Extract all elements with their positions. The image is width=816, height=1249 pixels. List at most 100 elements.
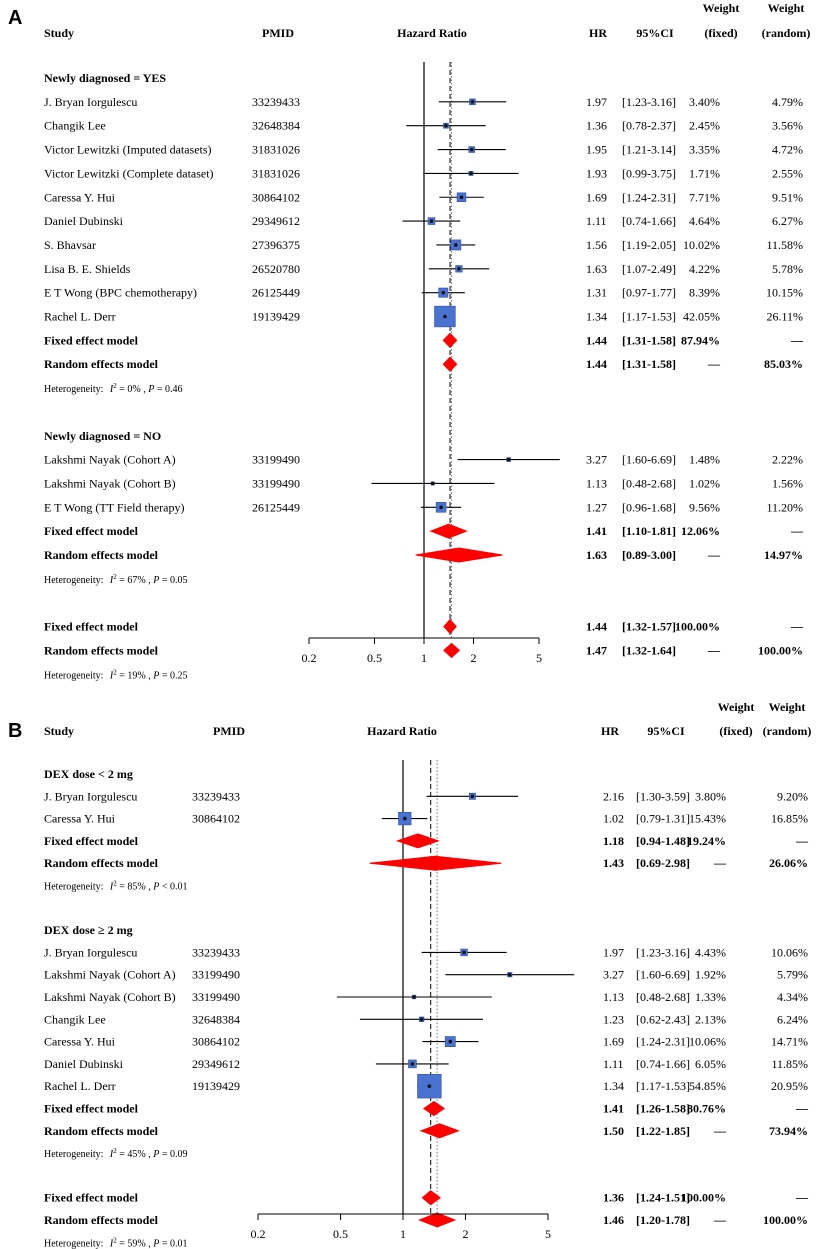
study-weight-fixed: 1.92% bbox=[695, 968, 726, 982]
study-name: Changik Lee bbox=[44, 119, 106, 133]
pooled-model-label: Fixed effect model bbox=[44, 834, 139, 848]
study-ci: [1.19-2.05] bbox=[622, 238, 676, 252]
x-tick-label: 0.2 bbox=[302, 651, 317, 665]
study-hr: 1.93 bbox=[586, 166, 607, 180]
panel-letter: A bbox=[8, 7, 22, 29]
pooled-ci: [1.24-1.51] bbox=[636, 1191, 690, 1205]
p-symbol: P bbox=[152, 575, 159, 586]
study-pmid: 33239433 bbox=[192, 789, 240, 803]
pooled-hr: 1.63 bbox=[586, 548, 607, 562]
heterogeneity-prefix: Heterogeneity: bbox=[44, 670, 106, 681]
point-estimate bbox=[429, 219, 434, 223]
i2-symbol: I bbox=[109, 670, 114, 681]
study-pmid: 19139429 bbox=[192, 1079, 240, 1093]
study-ci: [0.74-1.66] bbox=[622, 214, 676, 228]
header-95ci: 95%CI bbox=[647, 724, 685, 738]
pooled-weight-random: 100.00% bbox=[758, 643, 803, 657]
subgroup-label: Newly diagnosed = YES bbox=[44, 71, 166, 85]
pooled-ci: [0.89-3.00] bbox=[622, 548, 676, 562]
i2-value: = 45% , bbox=[117, 1149, 153, 1160]
study-weight-fixed: 3.40% bbox=[689, 95, 720, 109]
point-estimate bbox=[507, 972, 512, 977]
i2-value: = 19% , bbox=[117, 670, 153, 681]
pooled-diamond bbox=[418, 1212, 457, 1228]
pooled-hr: 1.44 bbox=[586, 620, 607, 634]
heterogeneity-prefix: Heterogeneity: bbox=[44, 1149, 106, 1160]
pooled-diamond bbox=[415, 547, 503, 563]
study-weight-random: 11.20% bbox=[766, 500, 803, 514]
pooled-hr: 1.50 bbox=[603, 1124, 624, 1138]
study-weight-fixed: 1.33% bbox=[695, 990, 726, 1004]
study-weight-fixed: 42.05% bbox=[683, 310, 720, 324]
study-pmid: 30864102 bbox=[192, 812, 240, 826]
pooled-ci: [1.20-1.78] bbox=[636, 1213, 690, 1227]
x-tick-label: 5 bbox=[545, 1227, 551, 1241]
pooled-diamond bbox=[421, 1190, 441, 1206]
study-weight-fixed: 15.43% bbox=[689, 812, 726, 826]
pooled-ci: [1.31-1.58] bbox=[622, 333, 676, 347]
study-hr: 1.23 bbox=[603, 1012, 624, 1026]
study-weight-fixed: 2.13% bbox=[695, 1012, 726, 1026]
study-hr: 1.11 bbox=[603, 1057, 624, 1071]
study-weight-random: 2.22% bbox=[772, 453, 803, 467]
heterogeneity-note: Heterogeneity: I2 = 19% , P = 0.25 bbox=[44, 668, 188, 681]
heterogeneity-note: Heterogeneity: I2 = 45% , P = 0.09 bbox=[44, 1147, 188, 1160]
panel-letter: B bbox=[8, 720, 22, 742]
p-value: = 0.09 bbox=[159, 1149, 187, 1160]
study-pmid: 33239433 bbox=[252, 95, 300, 109]
study-pmid: 30864102 bbox=[252, 190, 300, 204]
x-tick-label: 1 bbox=[421, 651, 427, 665]
pooled-hr: 1.43 bbox=[603, 856, 624, 870]
study-name: Caressa Y. Hui bbox=[44, 812, 116, 826]
i2-value: = 0% , bbox=[117, 384, 148, 395]
study-weight-random: 16.85% bbox=[771, 812, 808, 826]
i2-superscript: 2 bbox=[113, 668, 117, 676]
p-value: = 0.01 bbox=[159, 1238, 187, 1249]
study-weight-fixed: 6.05% bbox=[695, 1057, 726, 1071]
study-hr: 1.56 bbox=[586, 238, 607, 252]
x-tick-label: 1 bbox=[400, 1227, 406, 1241]
study-hr: 3.27 bbox=[586, 453, 607, 467]
pooled-weight-fixed: — bbox=[707, 548, 721, 562]
pooled-model-label: Fixed effect model bbox=[44, 333, 139, 347]
study-pmid: 33239433 bbox=[192, 945, 240, 959]
study-weight-random: 26.11% bbox=[766, 310, 803, 324]
pooled-diamond bbox=[422, 1100, 446, 1117]
study-ci: [1.17-1.53] bbox=[636, 1079, 690, 1093]
study-name: Lakshmi Nayak (Cohort A) bbox=[44, 453, 176, 467]
pooled-ci: [0.69-2.98] bbox=[636, 856, 690, 870]
subgroup-label: DEX dose < 2 mg bbox=[44, 767, 133, 781]
header-95ci: 95%CI bbox=[636, 26, 674, 40]
point-estimate bbox=[419, 1017, 424, 1022]
pooled-diamond bbox=[429, 523, 468, 539]
study-pmid: 19139429 bbox=[252, 310, 300, 324]
header-weight-random-sub: (random) bbox=[762, 26, 811, 40]
pooled-diamond bbox=[369, 855, 502, 871]
i2-symbol: I bbox=[109, 1238, 114, 1249]
study-weight-fixed: 3.80% bbox=[695, 789, 726, 803]
pooled-weight-fixed: 100.00% bbox=[675, 620, 720, 634]
pooled-diamond bbox=[442, 332, 458, 349]
pooled-ci: [1.22-1.85] bbox=[636, 1124, 690, 1138]
p-value: = 0.25 bbox=[159, 670, 187, 681]
study-weight-random: 9.51% bbox=[772, 190, 803, 204]
x-tick-label: 0.5 bbox=[333, 1227, 348, 1241]
study-ci: [1.23-3.16] bbox=[622, 95, 676, 109]
study-weight-fixed: 1.02% bbox=[689, 476, 720, 490]
header-hazard-ratio: Hazard Ratio bbox=[367, 724, 437, 738]
pooled-weight-random: 85.03% bbox=[764, 357, 803, 371]
study-hr: 1.69 bbox=[586, 190, 607, 204]
pooled-hr: 1.47 bbox=[586, 643, 607, 657]
pooled-hr: 1.44 bbox=[586, 333, 607, 347]
heterogeneity-note: Heterogeneity: I2 = 85% , P < 0.01 bbox=[44, 880, 188, 893]
i2-symbol: I bbox=[109, 575, 114, 586]
study-ci: [1.17-1.53] bbox=[622, 310, 676, 324]
study-weight-random: 9.20% bbox=[777, 789, 808, 803]
pooled-model-label: Random effects model bbox=[44, 1213, 159, 1227]
point-estimate bbox=[457, 267, 461, 271]
pooled-ci: [1.26-1.58] bbox=[636, 1102, 690, 1116]
point-estimate bbox=[439, 505, 443, 510]
header-study: Study bbox=[44, 724, 74, 738]
study-name: E T Wong (BPC chemotherapy) bbox=[44, 286, 197, 300]
pooled-weight-random: — bbox=[795, 834, 809, 848]
